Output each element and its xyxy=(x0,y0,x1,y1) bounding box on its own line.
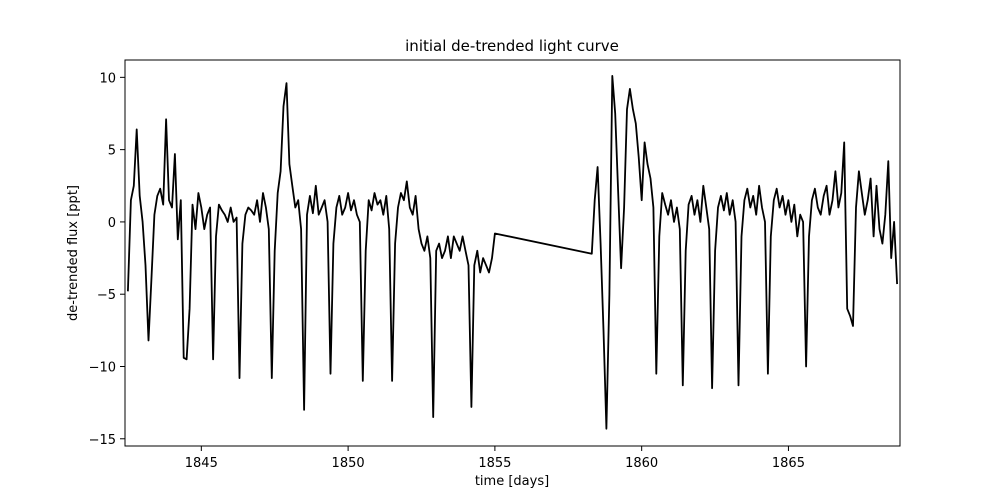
x-tick-label: 1865 xyxy=(772,456,805,471)
chart-title: initial de-trended light curve xyxy=(405,37,619,55)
x-axis-label: time [days] xyxy=(475,474,549,489)
series-line xyxy=(127,75,898,430)
y-tick-label: 10 xyxy=(99,71,116,86)
y-tick-label: −15 xyxy=(89,433,116,448)
x-tick-label: 1860 xyxy=(625,456,658,471)
y-tick-label: 5 xyxy=(108,144,116,159)
y-axis-label: de-trended flux [ppt] xyxy=(66,185,81,321)
y-axis: 10 5 0 −5 −10 −15 xyxy=(89,71,125,448)
x-tick-label: 1855 xyxy=(478,456,511,471)
x-tick-label: 1850 xyxy=(332,456,365,471)
plot-frame xyxy=(124,59,901,447)
x-axis: 1845 1850 1855 1860 1865 xyxy=(185,446,805,471)
x-tick-label: 1845 xyxy=(185,456,218,471)
y-tick-label: −5 xyxy=(97,288,116,303)
y-tick-label: 0 xyxy=(108,216,116,231)
y-tick-label: −10 xyxy=(89,360,116,375)
plot-area xyxy=(124,59,901,447)
